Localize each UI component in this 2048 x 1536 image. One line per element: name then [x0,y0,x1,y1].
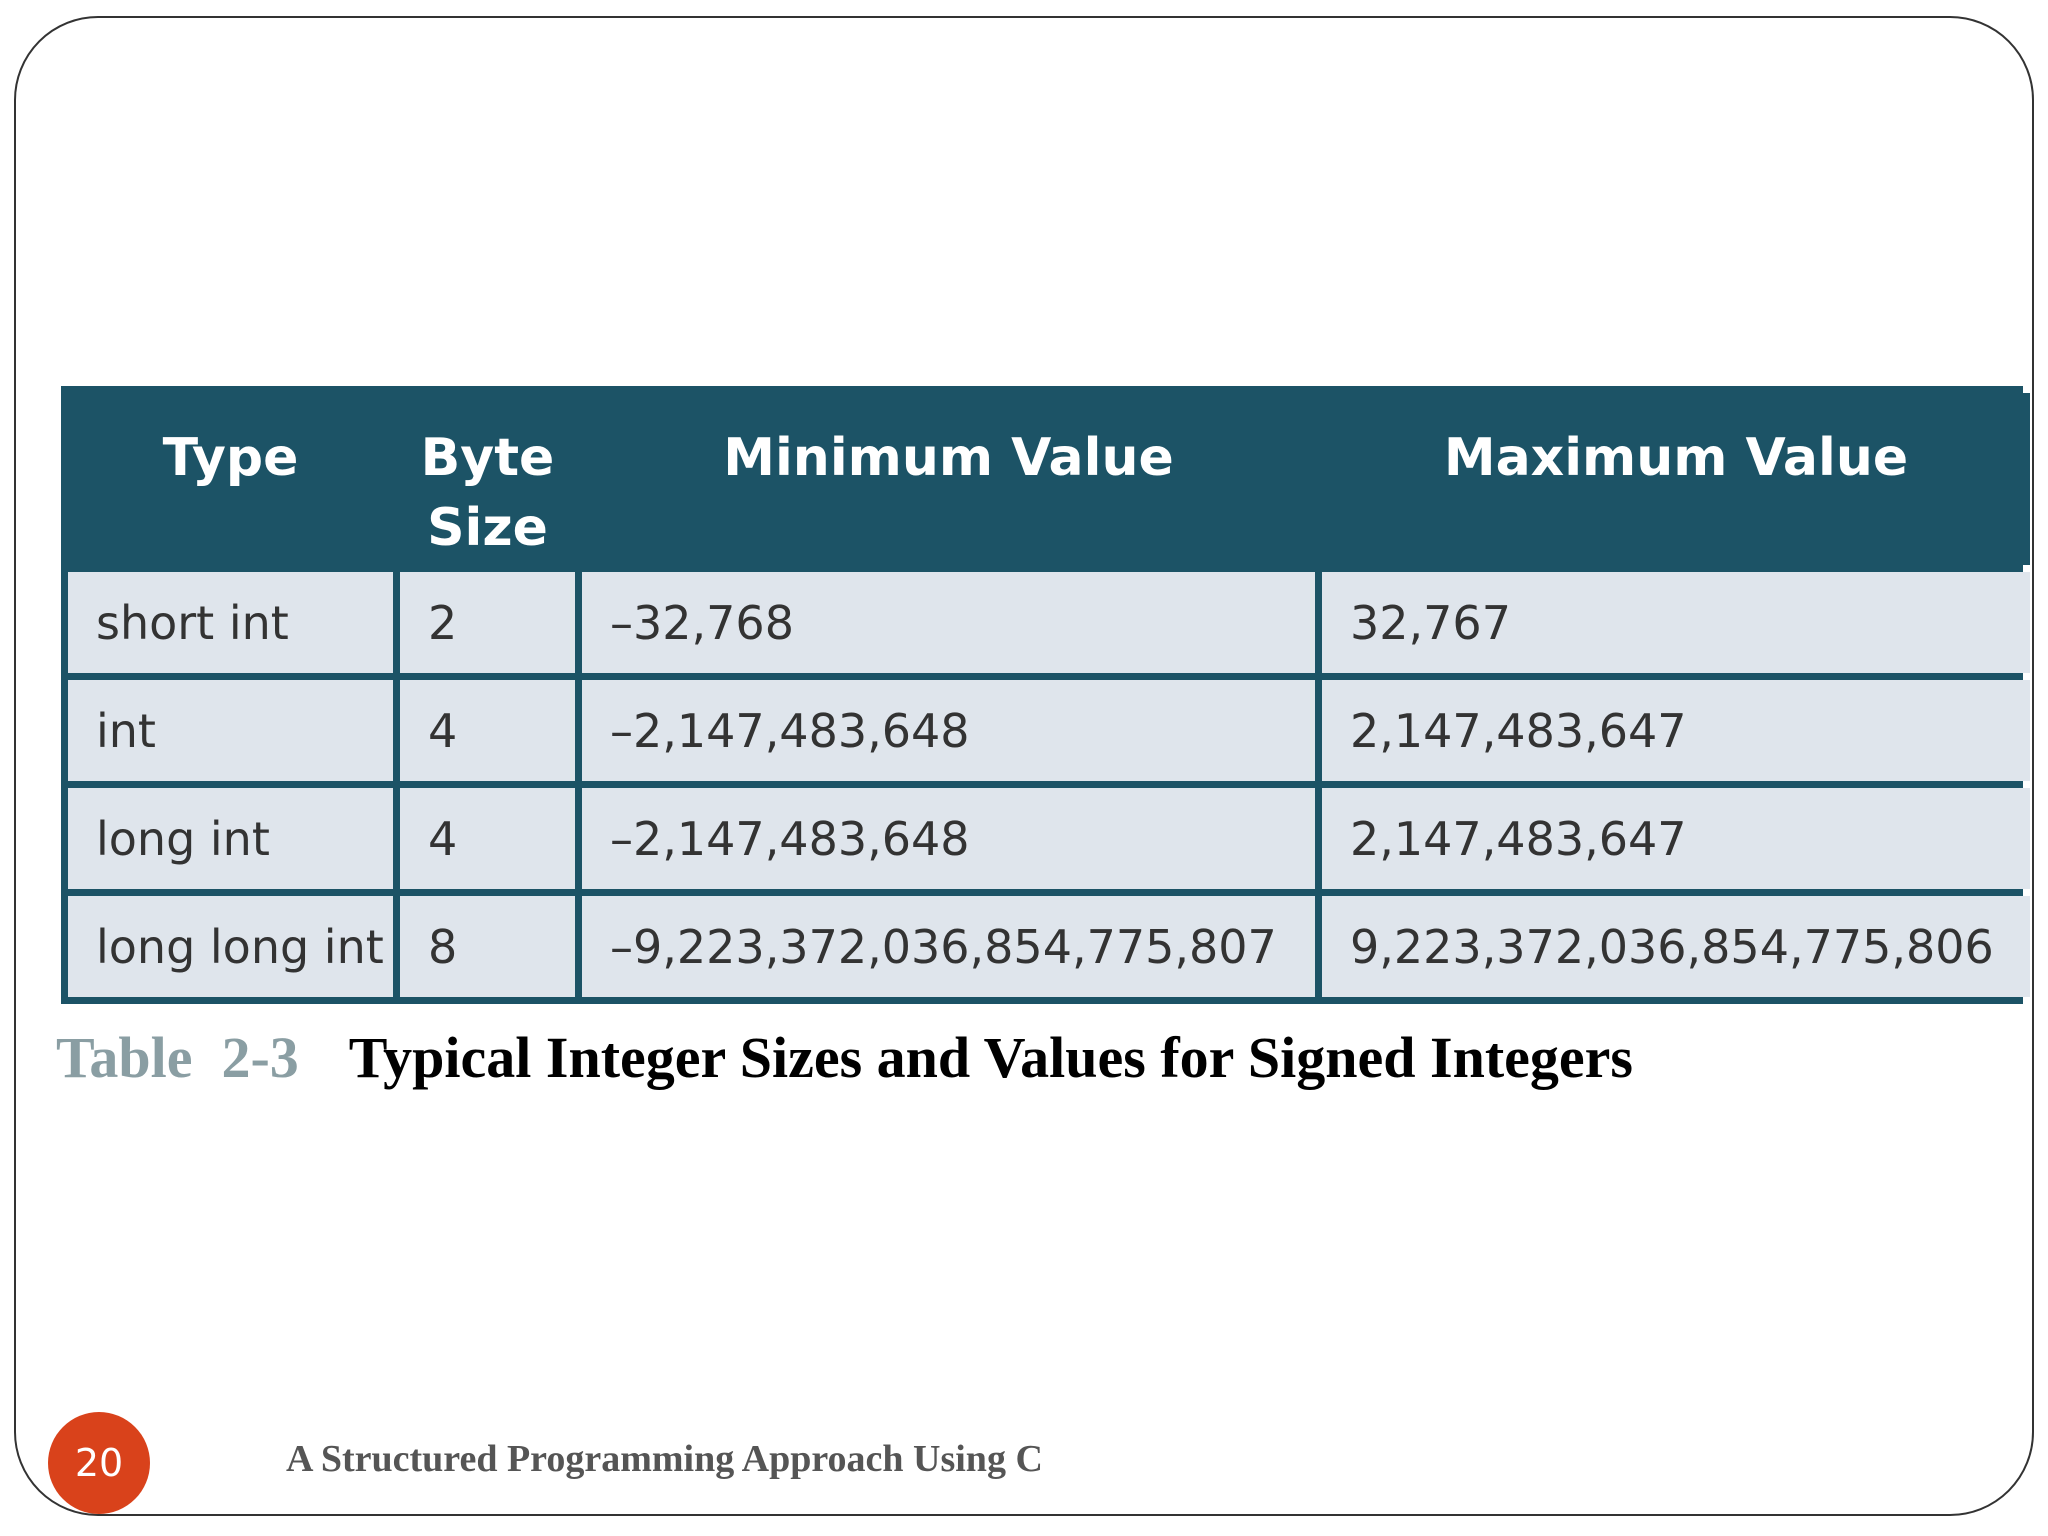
table-row: long int 4 –2,147,483,648 2,147,483,647 [68,788,2030,889]
integer-sizes-table: Type Byte Size Minimum Value Maximum Val… [61,386,2037,1004]
cell-minimum-value: –9,223,372,036,854,775,807 [582,896,1315,997]
header-maximum-value-line: Maximum Value [1443,428,1909,488]
header-minimum-value-line: Minimum Value [723,428,1174,488]
caption-label: Table 2-3 [56,1025,299,1090]
table-caption: Table 2-3 Typical Integer Sizes and Value… [56,1018,1956,1098]
cell-byte-size: 8 [400,896,575,997]
cell-maximum-value: 32,767 [1322,572,2030,673]
table-header-row: Type Byte Size Minimum Value Maximum Val… [68,393,2030,565]
cell-maximum-value: 2,147,483,647 [1322,680,2030,781]
header-type: Type [68,393,393,565]
table-row: short int 2 –32,768 32,767 [68,572,2030,673]
header-byte-size-line-1: Byte [420,428,555,488]
cell-minimum-value: –32,768 [582,572,1315,673]
cell-type: short int [68,572,393,673]
footer-title: A Structured Programming Approach Using … [286,1438,1043,1480]
table-row: int 4 –2,147,483,648 2,147,483,647 [68,680,2030,781]
integer-table-container: Type Byte Size Minimum Value Maximum Val… [61,386,2030,1004]
page-number-badge: 20 [48,1412,150,1514]
cell-minimum-value: –2,147,483,648 [582,680,1315,781]
table-row: long long int 8 –9,223,372,036,854,775,8… [68,896,2030,997]
header-byte-size: Byte Size [400,393,575,565]
cell-type: long long int [68,896,393,997]
cell-byte-size: 4 [400,788,575,889]
header-maximum-value: Maximum Value [1322,393,2030,565]
cell-maximum-value: 9,223,372,036,854,775,806 [1322,896,2030,997]
cell-type: int [68,680,393,781]
header-minimum-value: Minimum Value [582,393,1315,565]
cell-byte-size: 2 [400,572,575,673]
slide: Type Byte Size Minimum Value Maximum Val… [14,16,2034,1516]
cell-maximum-value: 2,147,483,647 [1322,788,2030,889]
header-byte-size-line-2: Size [427,498,548,558]
cell-byte-size: 4 [400,680,575,781]
cell-type: long int [68,788,393,889]
header-type-line: Type [162,428,299,488]
caption-text: Typical Integer Sizes and Values for Sig… [348,1025,1633,1090]
cell-minimum-value: –2,147,483,648 [582,788,1315,889]
